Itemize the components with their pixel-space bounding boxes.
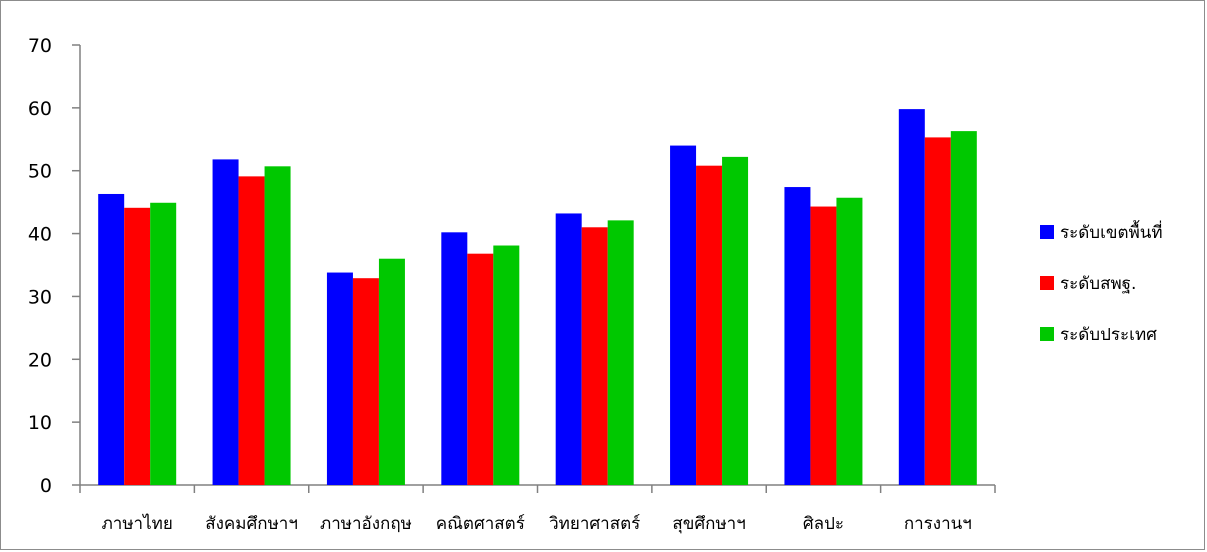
legend-label: ระดับสพฐ. <box>1060 274 1136 294</box>
y-tick-label: 50 <box>28 161 52 183</box>
bar <box>581 227 608 486</box>
bar <box>326 272 353 485</box>
bar <box>950 131 977 485</box>
series-3-bars <box>150 131 977 486</box>
bar <box>212 159 239 485</box>
x-category-label: ศิลปะ <box>803 514 844 534</box>
x-category-label: ภาษาไทย <box>102 513 173 534</box>
bar <box>898 109 925 485</box>
series-2-bars <box>124 137 951 486</box>
bar <box>378 258 405 485</box>
bar <box>722 156 749 485</box>
series-1-bars <box>98 109 925 486</box>
x-category-label: วิทยาศาสตร์ <box>549 514 641 534</box>
legend-label: ระดับประเทศ <box>1060 325 1157 345</box>
y-tick-label: 10 <box>28 412 52 434</box>
legend-swatch <box>1040 327 1054 341</box>
bar <box>467 253 494 485</box>
legend-swatch <box>1040 225 1054 239</box>
y-tick-label: 40 <box>28 224 52 246</box>
bar <box>150 202 177 485</box>
bar <box>924 137 951 485</box>
x-category-label: คณิตศาสตร์ <box>436 514 525 534</box>
y-tick-label: 30 <box>28 286 52 308</box>
legend-swatch <box>1040 276 1054 290</box>
legend-item: ระดับประเทศ <box>1040 325 1157 345</box>
y-tick-label: 60 <box>28 98 52 120</box>
bar <box>124 207 151 486</box>
x-category-label: ภาษาอังกฤษ <box>320 514 412 534</box>
bars <box>98 109 977 486</box>
y-axis: 0 10 20 30 40 50 60 70 <box>28 35 81 497</box>
bar <box>493 245 520 485</box>
bar <box>238 176 265 485</box>
x-axis: ภาษาไทย สังคมศึกษาฯ ภาษาอังกฤษ คณิตศาสตร์ วิ… <box>79 484 996 534</box>
bar <box>696 165 723 485</box>
legend: ระดับเขตพื้นที่ระดับสพฐ. ระดับประเทศ <box>1040 220 1163 345</box>
bar <box>555 213 582 485</box>
bar <box>670 145 697 486</box>
bar <box>441 232 468 485</box>
x-category-label: การงานฯ <box>904 514 972 534</box>
bar <box>352 278 379 485</box>
legend-item: ระดับสพฐ. <box>1040 274 1136 294</box>
bar <box>784 187 811 486</box>
bar <box>607 220 634 485</box>
bar <box>836 197 863 485</box>
legend-item: ระดับเขตพื้นที่ <box>1040 220 1163 243</box>
legend-label: ระดับเขตพื้นที่ <box>1060 220 1163 243</box>
x-category-label: สุขศึกษาฯ <box>672 514 745 534</box>
x-category-label: สังคมศึกษาฯ <box>205 514 298 534</box>
bar <box>98 193 125 485</box>
y-tick-label: 0 <box>40 475 52 497</box>
y-tick-label: 70 <box>28 35 52 57</box>
bar <box>810 206 837 486</box>
bar <box>264 166 291 486</box>
y-tick-label: 20 <box>28 349 52 371</box>
